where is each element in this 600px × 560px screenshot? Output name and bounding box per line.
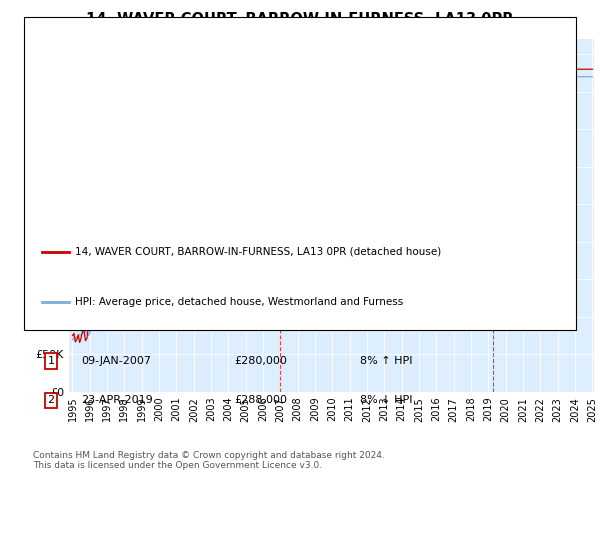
Text: 09-JAN-2007: 09-JAN-2007 — [81, 356, 151, 366]
Text: 14, WAVER COURT, BARROW-IN-FURNESS, LA13 0PR: 14, WAVER COURT, BARROW-IN-FURNESS, LA13… — [86, 12, 514, 27]
Text: £280,000: £280,000 — [234, 356, 287, 366]
Text: 8% ↑ HPI: 8% ↑ HPI — [360, 356, 413, 366]
Text: HPI: Average price, detached house, Westmorland and Furness: HPI: Average price, detached house, West… — [75, 297, 403, 307]
Text: Contains HM Land Registry data © Crown copyright and database right 2024.
This d: Contains HM Land Registry data © Crown c… — [33, 451, 385, 470]
Text: 1: 1 — [277, 79, 284, 89]
Text: 23-APR-2019: 23-APR-2019 — [81, 395, 153, 405]
Text: Price paid vs. HM Land Registry's House Price Index (HPI): Price paid vs. HM Land Registry's House … — [131, 22, 469, 35]
Text: 2: 2 — [489, 79, 496, 89]
Text: 2: 2 — [47, 395, 55, 405]
Text: 14, WAVER COURT, BARROW-IN-FURNESS, LA13 0PR (detached house): 14, WAVER COURT, BARROW-IN-FURNESS, LA13… — [75, 247, 441, 257]
Text: £288,000: £288,000 — [234, 395, 287, 405]
Text: 1: 1 — [47, 356, 55, 366]
Text: 8% ↓ HPI: 8% ↓ HPI — [360, 395, 413, 405]
